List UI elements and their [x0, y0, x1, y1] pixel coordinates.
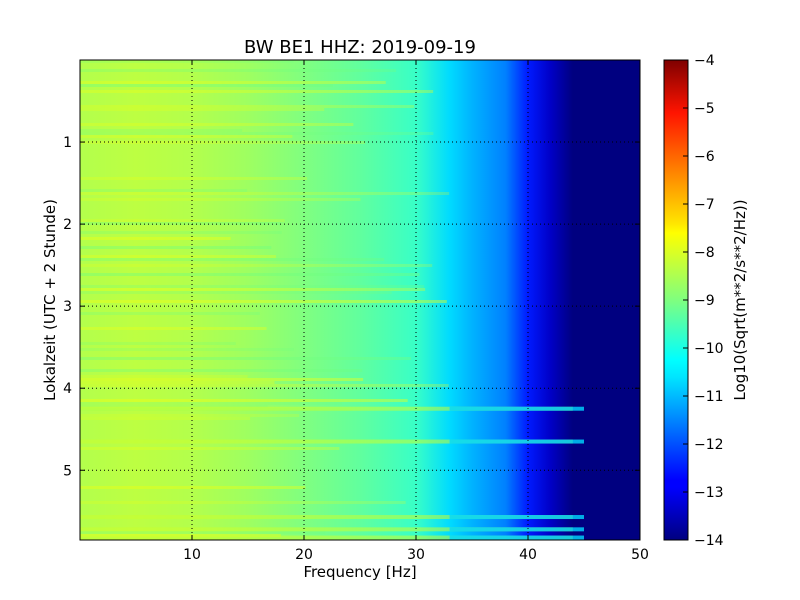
- x-tick-label: 30: [407, 547, 425, 563]
- y-tick-label: 1: [63, 135, 72, 151]
- time-row-variation: [80, 531, 326, 534]
- colorbar-ticks: −4 −5 −6 −7 −8 −9 −10 −11 −12 −13 −14: [683, 53, 724, 549]
- colorbar-tick-label: −14: [694, 533, 724, 549]
- time-row-variation: [80, 414, 300, 417]
- time-row-variation: [80, 342, 236, 345]
- time-row-variation: [80, 369, 363, 372]
- time-row-variation: [80, 501, 406, 504]
- time-row-variation: [80, 417, 251, 420]
- bright-band-tail: [449, 406, 584, 411]
- time-row-variation: [80, 348, 294, 351]
- time-row-variation: [80, 192, 450, 195]
- spectrogram-base: [80, 60, 640, 540]
- bright-band: [80, 527, 573, 532]
- time-row-variation: [80, 288, 426, 291]
- time-row-variation: [80, 189, 248, 192]
- time-row-variation: [80, 381, 275, 384]
- bright-band-tail: [449, 527, 584, 532]
- colorbar-tick-label: −9: [694, 293, 715, 309]
- time-row-variation: [80, 255, 276, 258]
- time-row-variation: [80, 108, 325, 111]
- colorbar-tick-label: −5: [694, 101, 715, 117]
- y-tick-label: 4: [63, 381, 72, 397]
- time-row-variation: [80, 219, 285, 222]
- time-row-variation: [80, 222, 281, 225]
- time-row-variation: [80, 534, 281, 537]
- x-tick-label: 10: [183, 547, 201, 563]
- time-row-variation: [80, 264, 433, 267]
- x-tick-label: 20: [295, 547, 313, 563]
- time-row-variation: [80, 129, 243, 132]
- bright-band: [80, 535, 573, 540]
- time-row-variation: [80, 141, 366, 144]
- grid-lines: [80, 60, 640, 540]
- x-axis: 10 20 30 40 50: [183, 60, 649, 563]
- colorbar-tick-label: −11: [694, 389, 724, 405]
- bright-band-tail: [449, 535, 584, 540]
- plot-area: [80, 60, 640, 540]
- time-row-variation: [80, 105, 415, 108]
- colorbar-tick-label: −7: [694, 197, 715, 213]
- time-rows: [80, 60, 584, 540]
- colorbar-tick-label: −12: [694, 437, 724, 453]
- time-row-variation: [80, 135, 293, 138]
- colorbar-tick-label: −8: [694, 245, 715, 261]
- colorbar-tick-label: −4: [694, 53, 715, 69]
- bright-band: [80, 439, 573, 444]
- time-row-variation: [80, 177, 308, 180]
- time-row-variation: [80, 123, 354, 126]
- chart-title: BW BE1 HHZ: 2019-09-19: [244, 37, 476, 58]
- y-tick-label: 3: [63, 299, 72, 315]
- time-row-variation: [80, 246, 272, 249]
- time-row-variation: [80, 291, 392, 294]
- time-row-variation: [80, 273, 420, 276]
- bright-band-tail: [449, 515, 584, 520]
- time-row-variation: [80, 258, 385, 261]
- time-row-variation: [80, 327, 267, 330]
- bright-band: [80, 515, 573, 520]
- x-tick-label: 50: [631, 547, 649, 563]
- time-row-variation: [80, 90, 434, 93]
- y-tick-label: 5: [63, 463, 72, 479]
- x-axis-label: Frequency [Hz]: [303, 563, 416, 581]
- time-row-variation: [80, 357, 412, 360]
- x-tick-label: 40: [519, 547, 537, 563]
- time-row-variation: [80, 312, 260, 315]
- time-row-variation: [80, 447, 340, 450]
- time-row-variation: [80, 69, 397, 72]
- time-row-variation: [80, 399, 408, 402]
- time-row-variation: [80, 375, 248, 378]
- time-row-variation: [80, 84, 333, 87]
- time-row-variation: [80, 198, 361, 201]
- time-row-variation: [80, 237, 231, 240]
- colorbar-label: Log10(Sqrt(m**2/s**2/Hz)): [731, 199, 749, 400]
- time-row-variation: [80, 300, 447, 303]
- time-row-variation: [80, 405, 268, 408]
- time-row-variation: [80, 384, 449, 387]
- time-row-variation: [80, 231, 282, 234]
- time-row-variation: [80, 486, 306, 489]
- plot-frame: [79, 59, 641, 541]
- time-row-variation: [80, 402, 342, 405]
- y-axis: 1 2 3 4 5: [63, 135, 640, 479]
- time-row-variation: [80, 378, 364, 381]
- time-row-variation: [80, 285, 425, 288]
- time-row-variation: [80, 132, 434, 135]
- colorbar-tick-label: −13: [694, 485, 724, 501]
- colorbar-tick-label: −10: [694, 341, 724, 357]
- time-row-variation: [80, 81, 386, 84]
- y-axis-label: Lokalzeit (UTC + 2 Stunde): [41, 199, 59, 401]
- time-row-variation: [80, 60, 294, 63]
- colorbar-tick-label: −6: [694, 149, 715, 165]
- bright-band: [80, 406, 573, 411]
- y-tick-label: 2: [63, 217, 72, 233]
- bright-band-tail: [449, 439, 584, 444]
